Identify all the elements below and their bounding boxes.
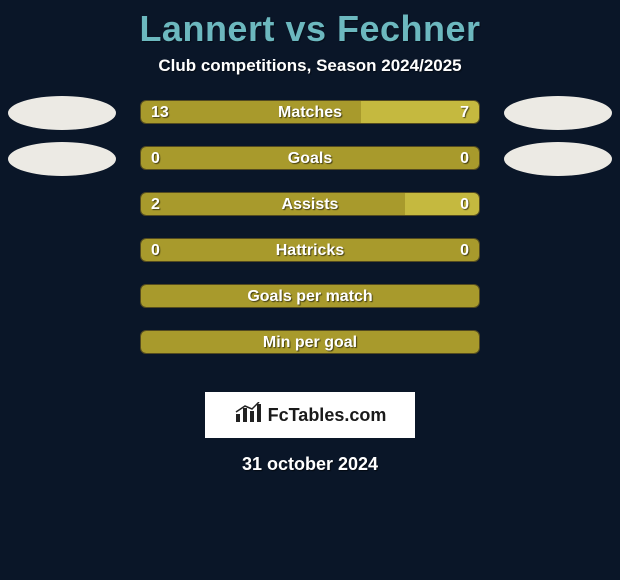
subtitle: Club competitions, Season 2024/2025 [0, 56, 620, 76]
stat-row: Goals per match [0, 284, 620, 330]
bar-left-fill [141, 331, 479, 353]
logo-text: FcTables.com [268, 405, 387, 426]
stat-row: Goals00 [0, 146, 620, 192]
stat-bar: Min per goal [140, 330, 480, 354]
stat-row: Min per goal [0, 330, 620, 376]
bar-left-fill [141, 147, 479, 169]
stat-bar: Matches137 [140, 100, 480, 124]
bar-right-fill [361, 101, 479, 123]
stat-row: Hattricks00 [0, 238, 620, 284]
player-photo-placeholder [504, 96, 612, 130]
stat-bar: Hattricks00 [140, 238, 480, 262]
stat-bar: Goals per match [140, 284, 480, 308]
bar-left-fill [141, 285, 479, 307]
fctables-logo[interactable]: FcTables.com [205, 392, 415, 438]
date-text: 31 october 2024 [0, 454, 620, 475]
stat-rows: Matches137 Goals00 Assists20 Hattricks00 Goa… [0, 100, 620, 376]
stat-bar: Goals00 [140, 146, 480, 170]
bar-left-fill [141, 101, 361, 123]
player-photo-placeholder [8, 96, 116, 130]
bar-right-fill [405, 193, 479, 215]
player-photo-placeholder [8, 142, 116, 176]
player-photo-placeholder [504, 142, 612, 176]
stat-row: Matches137 [0, 100, 620, 146]
bar-left-fill [141, 193, 405, 215]
bar-left-fill [141, 239, 479, 261]
stat-row: Assists20 [0, 192, 620, 238]
page-title: Lannert vs Fechner [0, 0, 620, 50]
stat-bar: Assists20 [140, 192, 480, 216]
chart-icon [234, 402, 262, 429]
